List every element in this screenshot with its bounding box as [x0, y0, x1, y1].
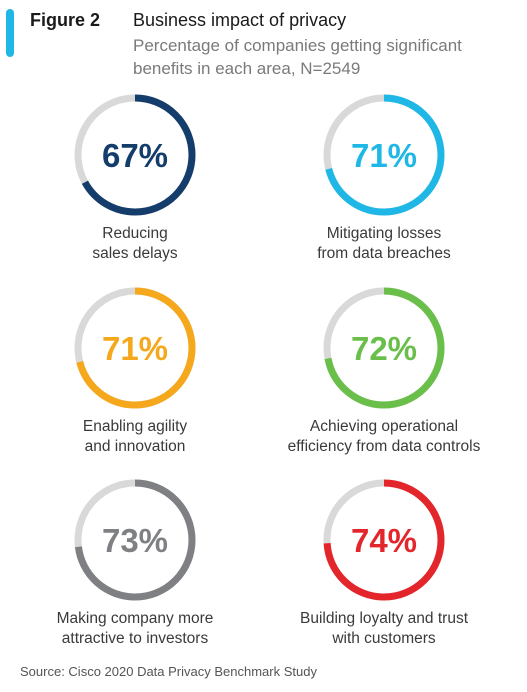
donut-category-label-line: Reducing: [102, 225, 168, 242]
donut-category-label: Enabling agility and innovation: [15, 417, 255, 457]
donut-chart: 71%: [74, 287, 196, 409]
donut-category-label-line: and innovation: [84, 438, 186, 455]
donut-category-label-line: from data breaches: [317, 245, 451, 262]
donut-category-label: Building loyalty and trust with customers: [264, 609, 504, 649]
donut-value-label: 73%: [102, 522, 168, 559]
donut-chart: 67%: [74, 94, 196, 216]
donut-arc: [74, 287, 196, 409]
donut-chart: 73%: [74, 479, 196, 601]
donut-arc: [323, 479, 445, 601]
donut-value-label: 72%: [351, 330, 417, 367]
donut-item: 67% Reducing sales delays: [15, 92, 255, 264]
donut-item: 71% Mitigating losses from data breaches: [264, 92, 504, 264]
donut-category-label: Making company more attractive to investo…: [15, 609, 255, 649]
donut-item: 73% Making company more attractive to inve…: [15, 477, 255, 649]
donut-category-label-line: attractive to investors: [61, 630, 209, 647]
donut-arc: [74, 94, 196, 216]
donut-arc: [323, 287, 445, 409]
figure-subtitle: Percentage of companies getting signific…: [133, 36, 462, 78]
donut-category-label-line: Making company more: [56, 610, 214, 627]
donut-category-label: Reducing sales delays: [15, 224, 255, 264]
donut-item: 72% Achieving operational efficiency from …: [264, 285, 504, 457]
accent-bar: [6, 9, 14, 57]
donut-category-label: Achieving operational efficiency from dat…: [264, 417, 504, 457]
donut-category-label-line: efficiency from data controls: [287, 438, 481, 455]
donut-category-label-line: Enabling agility: [82, 418, 188, 435]
donut-category-label-line: Mitigating losses: [326, 225, 442, 242]
donut-chart: 71%: [323, 94, 445, 216]
donut-value-label: 74%: [351, 522, 417, 559]
donut-category-label-line: sales delays: [92, 245, 178, 262]
figure-title: Business impact of privacy: [133, 10, 347, 30]
figure-label: Figure 2: [30, 10, 101, 30]
donut-category-label: Mitigating losses from data breaches: [264, 224, 504, 264]
donut-value-label: 67%: [102, 137, 168, 174]
donut-category-label-line: Building loyalty and trust: [299, 610, 468, 627]
donut-item: 71% Enabling agility and innovation: [15, 285, 255, 457]
donut-value-label: 71%: [102, 330, 168, 367]
donut-item: 74% Building loyalty and trust with custom…: [264, 477, 504, 649]
donut-arc: [323, 94, 445, 216]
donut-arc: [74, 479, 196, 601]
donut-chart: 74%: [323, 479, 445, 601]
source-note: Source: Cisco 2020 Data Privacy Benchmar…: [20, 664, 317, 679]
donut-value-label: 71%: [351, 137, 417, 174]
donut-chart: 72%: [323, 287, 445, 409]
donut-category-label-line: with customers: [332, 630, 436, 647]
donut-category-label-line: Achieving operational: [309, 418, 459, 435]
